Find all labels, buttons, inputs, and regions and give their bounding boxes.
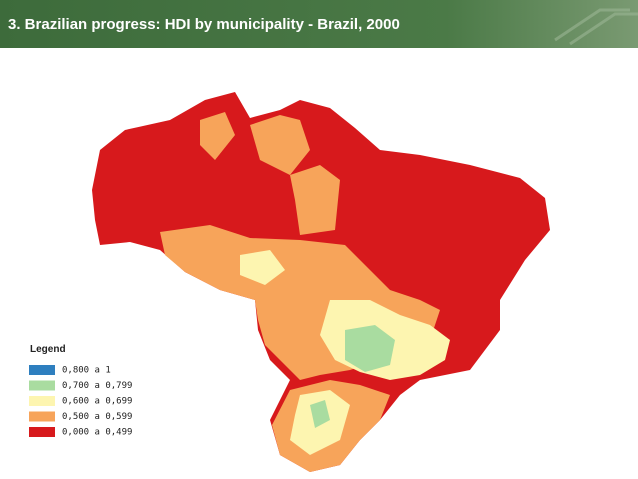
legend-label: 0,600 a 0,699 <box>62 397 132 407</box>
header-bar: 3. Brazilian progress: HDI by municipali… <box>0 0 638 48</box>
legend-swatch <box>29 380 55 391</box>
legend-label: 0,000 a 0,499 <box>62 428 132 438</box>
logo <box>554 8 638 46</box>
legend-swatch <box>29 411 55 422</box>
medium-high-regions <box>310 325 395 428</box>
legend-title: Legend <box>30 344 66 355</box>
legend-label: 0,800 a 1 <box>62 366 111 376</box>
legend-label: 0,700 a 0,799 <box>62 381 132 391</box>
legend-swatch <box>29 365 55 375</box>
legend: 0,800 a 1 0,700 a 0,799 0,600 a 0,699 0,500… <box>29 365 132 438</box>
legend-swatch <box>29 427 55 437</box>
legend-label: 0,500 a 0,599 <box>62 412 132 422</box>
legend-swatch <box>29 396 55 406</box>
slide-title: 3. Brazilian progress: HDI by municipali… <box>8 16 400 33</box>
